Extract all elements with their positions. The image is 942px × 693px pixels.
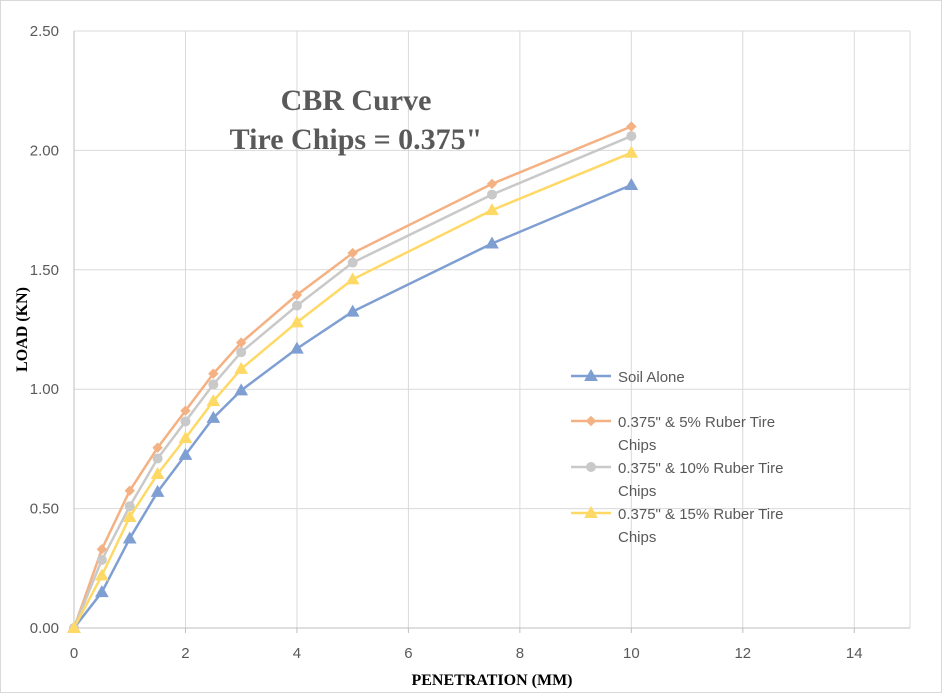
- x-tick-label: 10: [623, 645, 640, 662]
- legend-label-3-0: 0.375" & 15% Ruber Tire: [618, 506, 783, 523]
- data-point-s0-7: [290, 341, 304, 354]
- data-point-s2-2: [124, 501, 135, 512]
- data-point-s3-4: [178, 431, 193, 444]
- y-tick-label: 2.50: [30, 23, 59, 40]
- chart-title-line-0: CBR Curve: [281, 84, 432, 117]
- data-point-s2-8: [347, 257, 358, 268]
- x-tick-label: 6: [404, 645, 412, 662]
- legend-marker-0: [584, 368, 598, 381]
- legend-label-0-0: Soil Alone: [618, 369, 685, 386]
- data-point-s1-7: [291, 289, 303, 301]
- data-point-s1-4: [180, 405, 191, 416]
- data-point-s0-3: [150, 484, 165, 497]
- data-point-s1-6: [235, 337, 247, 348]
- data-point-s2-3: [152, 453, 163, 464]
- data-point-s0-6: [234, 383, 249, 396]
- legend-marker-2: [586, 462, 596, 472]
- legend-marker-3: [584, 505, 598, 518]
- data-point-s1-1: [96, 543, 108, 555]
- data-point-s1-2: [124, 485, 135, 496]
- data-point-s2-7: [291, 300, 302, 311]
- data-point-s3-10: [624, 145, 639, 158]
- y-tick-label: 2.00: [30, 142, 59, 159]
- legend-label-1-1: Chips: [618, 437, 656, 454]
- data-point-s3-9: [485, 203, 499, 216]
- x-tick-label: 2: [181, 645, 189, 662]
- data-point-s0-9: [485, 236, 499, 249]
- data-point-s0-2: [122, 531, 137, 544]
- data-point-s1-3: [152, 442, 163, 453]
- data-point-s3-2: [122, 509, 137, 522]
- legend-label-2-0: 0.375" & 10% Ruber Tire: [618, 460, 783, 477]
- legend-label-3-1: Chips: [618, 529, 656, 546]
- data-point-s1-10: [626, 121, 637, 132]
- x-axis-title: PENETRATION (MM): [411, 672, 572, 689]
- data-point-s3-6: [234, 361, 249, 374]
- data-point-s2-1: [96, 554, 107, 565]
- y-tick-label: 1.50: [30, 262, 59, 279]
- data-point-s2-5: [208, 379, 219, 390]
- y-axis-title: LOAD (KN): [14, 287, 31, 372]
- data-point-s0-4: [178, 447, 193, 460]
- x-tick-label: 8: [516, 645, 524, 662]
- grid-lines: [74, 30, 911, 628]
- data-point-s3-1: [95, 568, 109, 581]
- legend-label-1-0: 0.375" & 5% Ruber Tire: [618, 414, 775, 431]
- data-point-s3-5: [206, 394, 221, 407]
- data-point-s1-8: [347, 247, 358, 259]
- y-tick-label: 0.50: [30, 501, 59, 518]
- series-line-1: [72, 125, 632, 629]
- data-point-s3-3: [150, 466, 165, 479]
- series-line-3: [72, 151, 632, 629]
- data-point-s3-0: [67, 620, 81, 633]
- data-point-s2-10: [626, 131, 637, 142]
- data-point-s1-5: [208, 368, 219, 379]
- series-lines: [67, 121, 639, 634]
- data-point-s0-8: [345, 304, 360, 317]
- data-point-s3-7: [290, 315, 304, 328]
- x-tick-label: 0: [70, 645, 78, 662]
- chart-title: CBR Curve Tire Chips = 0.375": [230, 84, 483, 156]
- x-tick-label: 14: [846, 645, 863, 662]
- y-tick-label: 0.00: [30, 620, 59, 637]
- legend-marker-1: [585, 415, 597, 427]
- data-point-s2-9: [487, 189, 497, 200]
- legend-label-2-1: Chips: [618, 483, 656, 500]
- data-point-s0-5: [206, 410, 221, 423]
- legend: Soil Alone 0.375" & 5% Ruber Tire Chips 0.3…: [571, 368, 783, 546]
- data-point-s0-10: [624, 178, 639, 191]
- series-line-2: [72, 134, 632, 629]
- data-point-s1-9: [486, 178, 498, 190]
- data-point-s3-8: [345, 272, 360, 285]
- chart-title-line-1: Tire Chips = 0.375": [230, 123, 483, 156]
- x-tick-label: 4: [293, 645, 301, 662]
- data-point-s2-6: [236, 347, 247, 358]
- axes: 0 2 4 6 8 10 12 14 0.00 0.50 1.00 1.50 2.00 2.50 PENET…: [14, 23, 910, 689]
- data-point-s0-1: [95, 585, 109, 598]
- x-tick-label: 12: [734, 645, 751, 662]
- y-tick-label: 1.00: [30, 381, 59, 398]
- data-point-s2-4: [180, 416, 191, 427]
